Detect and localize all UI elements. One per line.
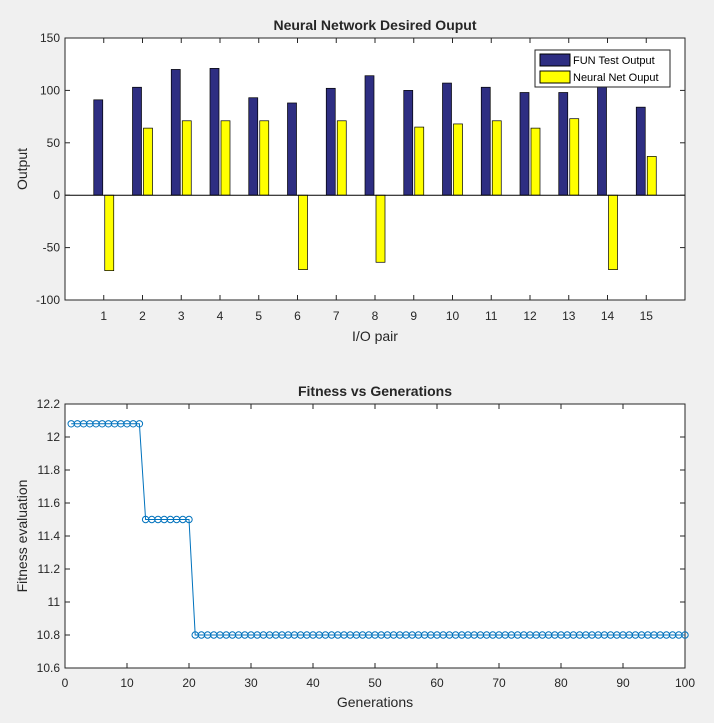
legend-label-neural: Neural Net Ouput [573,72,659,84]
bar-neural-net-output [143,127,153,196]
x-tick-label: 2 [139,309,146,323]
bar-fun-test-output [364,75,375,196]
bar-neural-net-output [104,194,115,272]
bar-neural-net-output [646,156,657,196]
bar-group [65,68,685,272]
bar-neural-net-output [298,194,308,270]
x-tick-label: 50 [368,676,382,690]
fitness-marker [185,515,193,524]
line-group [67,420,689,639]
x-tick-label: 6 [294,309,301,323]
bar-fun-test-output [325,87,336,196]
y-tick-label: -50 [43,241,61,255]
chart-title: Fitness vs Generations [298,383,452,399]
x-tick-label: 14 [601,309,615,323]
x-tick-label: 30 [244,676,258,690]
y-tick-label: 100 [40,83,60,97]
fitness-marker [681,631,689,639]
x-tick-label: 20 [182,676,196,690]
x-tick-label: 60 [430,676,444,690]
x-tick-label: 11 [485,309,498,323]
legend: FUN Test Output Neural Net Ouput [534,49,671,88]
bar-neural-net-output [608,194,618,270]
y-tick-label: 50 [47,136,61,150]
bar-fun-test-output [170,69,181,196]
tick-group: 10.6 10.8 11 11.2 11.4 11.6 11.8 12 12.2 0 10 20 30 4… [37,397,696,690]
bar-fun-test-output [287,102,297,196]
x-tick-label: 10 [446,309,460,323]
x-tick-label: 100 [675,676,695,690]
y-tick-label: 12 [47,430,61,444]
bar-fun-test-output [597,83,607,196]
y-tick-label: 11.4 [38,529,61,543]
legend-swatch-fun [539,53,571,67]
bar-neural-net-output [491,120,502,196]
y-axis-label: Output [14,148,30,190]
x-tick-label: 5 [255,309,262,323]
x-tick-label: 7 [333,309,340,323]
y-tick-label: 12.2 [37,397,61,411]
x-tick-label: 80 [554,676,568,690]
plot-area [64,403,686,669]
y-tick-label: 11.6 [38,496,61,510]
y-axis-label: Fitness evaluation [14,480,30,593]
legend-label-fun: FUN Test Output [573,55,655,67]
x-tick-label: 13 [562,309,576,323]
x-tick-label: 8 [372,309,379,323]
y-tick-label: 0 [53,188,60,202]
x-tick-label: 40 [306,676,320,690]
bar-fun-test-output [480,86,491,196]
bar-fun-test-output [635,106,646,196]
bar-fun-test-output [442,82,452,196]
bar-fun-test-output [132,86,142,196]
fitness-marker [135,420,144,428]
x-tick-label: 4 [217,309,224,323]
legend-swatch-neural [539,70,571,84]
y-tick-label: 11.2 [38,562,61,576]
x-axis-label: I/O pair [352,328,398,344]
x-tick-label: 1 [100,309,107,323]
chart-title: Neural Network Desired Ouput [273,17,476,33]
x-tick-label: 9 [410,309,417,323]
bar-fun-test-output [403,90,414,196]
x-tick-label: 3 [178,309,185,323]
x-tick-label: 12 [523,309,537,323]
bar-neural-net-output [336,120,347,196]
x-tick-label: 15 [640,309,654,323]
x-tick-label: 70 [492,676,506,690]
bar-fun-test-output [558,92,569,196]
x-tick-label: 90 [616,676,630,690]
bar-neural-net-output [259,120,270,196]
y-tick-label: 10.8 [37,628,61,642]
y-tick-label: 11 [48,595,61,609]
y-tick-label: -100 [36,293,60,307]
bar-neural-net-output [181,120,192,196]
y-tick-label: 10.6 [37,661,61,675]
bar-fun-test-output [93,99,104,196]
y-tick-label: 150 [40,31,60,45]
bar-fun-test-output [519,92,530,196]
bar-fun-test-output [209,68,220,196]
bar-neural-net-output [453,123,463,196]
bar-fun-test-output [248,97,259,196]
line-chart: 10.6 10.8 11 11.2 11.4 11.6 11.8 12 12.2 0 10 20 30 4… [14,383,695,710]
x-tick-label: 0 [62,676,69,690]
bar-neural-net-output [530,127,541,196]
y-tick-label: 11.8 [38,463,61,477]
bar-neural-net-output [569,118,580,196]
bar-neural-net-output [414,126,425,196]
x-tick-label: 10 [120,676,134,690]
x-axis-label: Generations [337,694,413,710]
bar-neural-net-output [220,120,231,196]
bar-neural-net-output [375,194,386,263]
